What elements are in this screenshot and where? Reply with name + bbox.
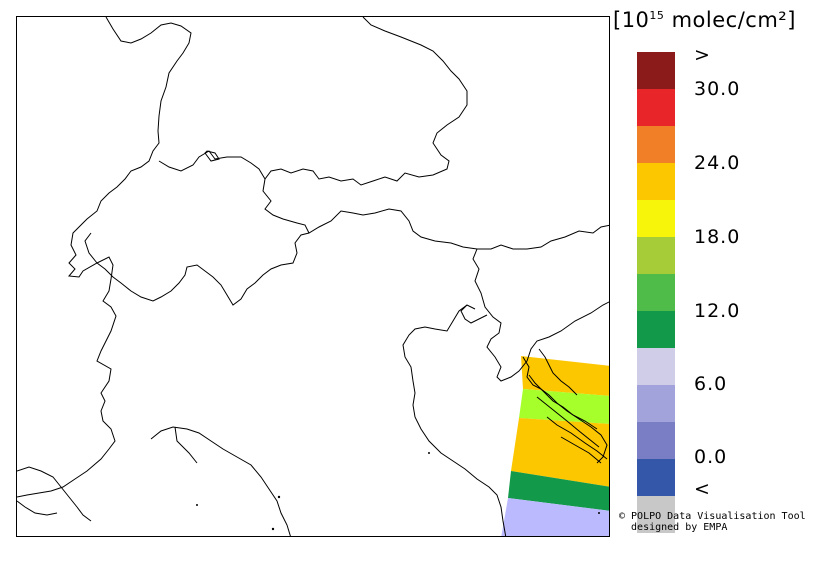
legend-label: 18.0 <box>694 226 741 248</box>
credit-text: © POLPO Data Visualisation Tool designed… <box>619 511 806 533</box>
stripe-green <box>519 389 609 424</box>
stripe-orange-top <box>521 356 609 396</box>
borders <box>17 17 609 536</box>
legend-swatch <box>637 126 675 163</box>
legend-label: 30.0 <box>694 78 741 100</box>
legend-swatch <box>637 385 675 422</box>
map-panel[interactable] <box>16 16 610 537</box>
legend-swatch <box>637 52 675 89</box>
legend-swatch <box>637 348 675 385</box>
stripe-darkgreen <box>508 471 609 511</box>
legend-swatch <box>637 237 675 274</box>
legend-swatch <box>637 311 675 348</box>
legend-label: 12.0 <box>694 300 741 322</box>
legend-swatch <box>637 200 675 237</box>
legend-swatch <box>637 422 675 459</box>
legend-swatch <box>637 89 675 126</box>
legend-swatch <box>637 163 675 200</box>
legend-title: [1015 molec/cm²] <box>613 8 796 32</box>
legend-swatch <box>637 496 675 533</box>
legend-colorbar <box>637 52 675 533</box>
legend-label: > <box>694 44 711 66</box>
legend-swatch <box>637 274 675 311</box>
legend-label: 0.0 <box>694 446 728 468</box>
stripe-lavender <box>501 498 609 536</box>
legend-label: < <box>694 478 711 500</box>
legend-swatch <box>637 459 675 496</box>
legend-label: 24.0 <box>694 152 741 174</box>
map-canvas[interactable] <box>17 17 610 537</box>
island-dots <box>196 452 600 531</box>
legend-label: 6.0 <box>694 373 728 395</box>
